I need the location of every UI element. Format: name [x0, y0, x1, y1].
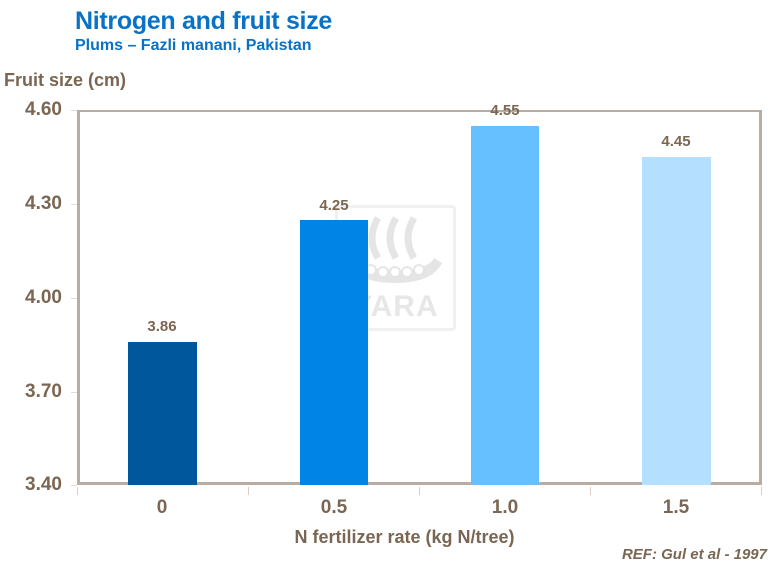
x-tick-mark	[590, 487, 591, 495]
bar-value-label: 4.55	[490, 102, 520, 119]
y-tick-label: 4.00	[25, 287, 62, 308]
x-tick-mark	[761, 487, 762, 495]
y-tick-label: 3.40	[25, 474, 62, 495]
y-tick-mark	[71, 298, 77, 299]
bar-0.5	[300, 220, 368, 485]
y-tick-label: 3.70	[25, 381, 62, 402]
x-tick-label: 0.5	[320, 497, 348, 518]
bar-value-label: 4.45	[661, 133, 691, 150]
x-axis-label: N fertilizer rate (kg N/tree)	[294, 527, 515, 547]
y-tick-label: 4.30	[25, 193, 62, 214]
bar-value-label: 3.86	[147, 318, 177, 335]
y-tick-mark	[71, 110, 77, 111]
y-tick-mark	[71, 485, 77, 486]
plot-area	[77, 110, 762, 485]
y-tick-mark	[71, 392, 77, 393]
bar-1.0	[471, 126, 539, 485]
y-tick-mark	[71, 204, 77, 205]
chart-title: Nitrogen and fruit size	[75, 7, 333, 35]
x-tick-label: 1.5	[662, 497, 690, 518]
x-tick-mark	[77, 487, 78, 495]
y-tick-label: 4.60	[25, 99, 62, 120]
reference-note: REF: Gul et al - 1997	[621, 546, 767, 563]
x-tick-mark	[419, 487, 420, 495]
bar-0	[128, 342, 197, 485]
bar-1.5	[642, 157, 711, 485]
x-tick-label: 0	[156, 497, 168, 518]
x-tick-label: 1.0	[491, 497, 519, 518]
bar-value-label: 4.25	[319, 197, 349, 214]
y-axis-label: Fruit size (cm)	[4, 70, 127, 90]
x-tick-mark	[248, 487, 249, 495]
chart-subtitle: Plums – Fazli manani, Pakistan	[75, 37, 312, 54]
viking-ship-icon	[348, 216, 442, 283]
